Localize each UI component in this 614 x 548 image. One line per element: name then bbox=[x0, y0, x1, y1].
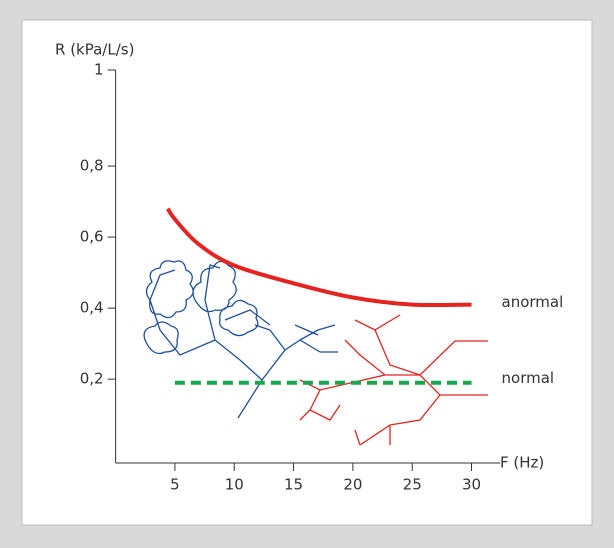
y-tick-label: 0,6 bbox=[80, 228, 104, 246]
series-label: normal bbox=[502, 369, 555, 387]
x-tick-label: 5 bbox=[170, 476, 180, 494]
x-tick-label: 15 bbox=[284, 476, 303, 494]
y-tick-label: 0,2 bbox=[80, 370, 104, 388]
airway-illustration bbox=[143, 260, 488, 446]
x-tick-label: 25 bbox=[403, 476, 422, 494]
y-axis-title: R (kPa/L/s) bbox=[55, 41, 134, 59]
series-line bbox=[166, 207, 472, 308]
panel bbox=[21, 19, 593, 526]
y-tick-label: 0,4 bbox=[80, 299, 104, 317]
series-label: anormal bbox=[502, 293, 564, 311]
x-axis-title: F (Hz) bbox=[500, 454, 544, 472]
y-tick-label: 1 bbox=[94, 61, 104, 79]
y-tick-label: 0,8 bbox=[80, 157, 104, 175]
x-tick-label: 10 bbox=[225, 476, 244, 494]
x-tick-label: 20 bbox=[343, 476, 362, 494]
x-tick-label: 30 bbox=[462, 476, 481, 494]
